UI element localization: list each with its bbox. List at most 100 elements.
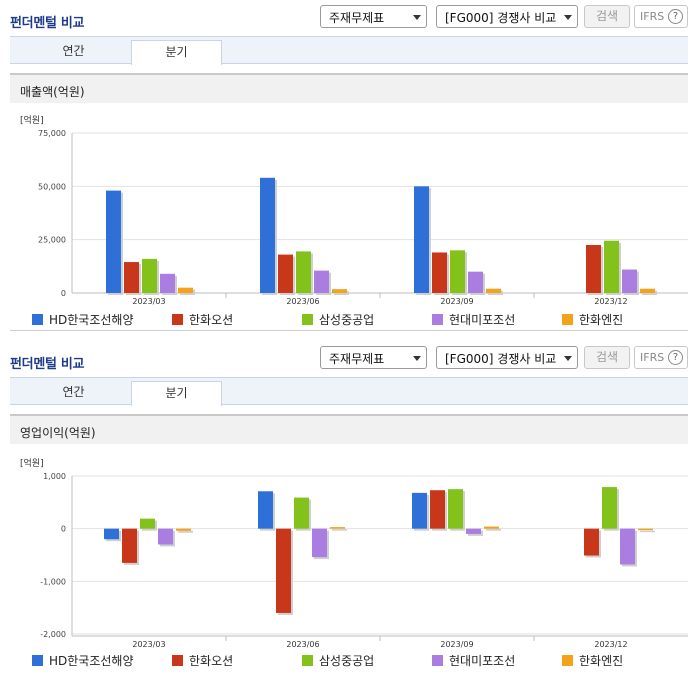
statement-select[interactable]: 주재무제표 (320, 346, 427, 369)
chart-title: 매출액(억원) (10, 73, 688, 103)
tab-annual[interactable]: 연간 (62, 44, 85, 58)
legend-item-hd한국조선해양[interactable]: HD한국조선해양 (32, 652, 134, 669)
bar-현대미포조선-2023-06[interactable] (314, 270, 329, 293)
legend-item-한화오션[interactable]: 한화오션 (172, 652, 233, 669)
chevron-down-icon (413, 15, 421, 20)
bar-hd한국조선해양-2023-06[interactable] (258, 491, 273, 529)
compare-select-value: [FG000] 경쟁사 비교 (445, 352, 557, 366)
y-tick-label: 0 (61, 525, 66, 534)
bar-현대미포조선-2023-12[interactable] (620, 528, 635, 565)
chevron-down-icon (564, 356, 572, 361)
bar-hd한국조선해양-2023-03[interactable] (104, 528, 119, 540)
bar-hd한국조선해양-2023-06[interactable] (260, 177, 275, 293)
bar-hd한국조선해양-2023-09[interactable] (412, 492, 427, 529)
bar-shadow (332, 529, 347, 531)
ifrs-button[interactable]: IFRS ? (634, 346, 688, 369)
bar-한화오션-2023-09[interactable] (430, 490, 445, 529)
bar-한화엔진-2023-09[interactable] (486, 288, 501, 293)
ifrs-button[interactable]: IFRS ? (634, 5, 688, 28)
bar-삼성중공업-2023-06[interactable] (296, 251, 311, 293)
legend-item-한화엔진[interactable]: 한화엔진 (562, 311, 623, 328)
bar-한화오션-2023-03[interactable] (124, 262, 139, 293)
bar-삼성중공업-2023-12[interactable] (604, 240, 619, 293)
fundamental-panel-revenue: 펀더멘털 비교 주재무제표 [FG000] 경쟁사 비교 검색 IFRS ? 연… (0, 0, 696, 335)
chart-title: 영업이익(억원) (10, 414, 688, 444)
legend-item-삼성중공업[interactable]: 삼성중공업 (302, 311, 374, 328)
panel-header: 펀더멘털 비교 주재무제표 [FG000] 경쟁사 비교 검색 IFRS ? (0, 0, 696, 36)
statement-select[interactable]: 주재무제표 (320, 5, 427, 28)
y-tick-label: 25,000 (38, 236, 66, 245)
statement-select-value: 주재무제표 (329, 11, 385, 25)
bar-현대미포조선-2023-06[interactable] (312, 528, 327, 558)
bar-한화오션-2023-06[interactable] (278, 254, 293, 293)
legend-item-삼성중공업[interactable]: 삼성중공업 (302, 652, 374, 669)
bar-hd한국조선해양-2023-09[interactable] (414, 186, 429, 293)
page-title: 펀더멘털 비교 (10, 16, 85, 31)
y-tick-label: -1,000 (40, 577, 66, 586)
bar-한화엔진-2023-12[interactable] (640, 288, 655, 293)
x-tick-label: 2023/06 (286, 297, 319, 306)
x-tick-label: 2023/09 (440, 297, 473, 306)
legend-label: 삼성중공업 (319, 313, 375, 327)
bar-현대미포조선-2023-09[interactable] (468, 271, 483, 293)
tab-quarterly[interactable]: 분기 (131, 40, 222, 65)
bar-현대미포조선-2023-12[interactable] (622, 269, 637, 293)
bar-삼성중공업-2023-03[interactable] (140, 518, 155, 529)
compare-select[interactable]: [FG000] 경쟁사 비교 (436, 346, 578, 369)
bar-현대미포조선-2023-03[interactable] (158, 528, 173, 545)
chevron-down-icon (413, 356, 421, 361)
legend-item-현대미포조선[interactable]: 현대미포조선 (432, 311, 515, 328)
y-tick-label: 50,000 (38, 182, 66, 191)
bar-한화엔진-2023-12[interactable] (638, 528, 653, 531)
bar-한화오션-2023-12[interactable] (584, 528, 599, 556)
y-unit-label: [억원] (20, 457, 44, 469)
bar-현대미포조선-2023-03[interactable] (160, 273, 175, 293)
bar-한화오션-2023-09[interactable] (432, 252, 447, 293)
legend-label: 현대미포조선 (449, 313, 516, 327)
operating-income-chart-box: 영업이익(억원) [억원] -2,000 -1,000 0 1,000 2023/03 20… (10, 414, 688, 674)
bar-한화엔진-2023-06[interactable] (332, 289, 347, 293)
bar-shadow (334, 291, 349, 295)
legend-swatch (562, 655, 573, 666)
compare-select-value: [FG000] 경쟁사 비교 (445, 11, 557, 25)
revenue-chart: [억원] 0 25,000 50,000 75,000 2023/03 2023/06 202… (20, 114, 688, 306)
y-tick-label: 1,000 (43, 472, 66, 481)
legend-label: 한화엔진 (579, 313, 624, 327)
period-tabs: 연간 분기 (10, 36, 688, 65)
bar-현대미포조선-2023-09[interactable] (466, 528, 481, 534)
legend-item-hd한국조선해양[interactable]: HD한국조선해양 (32, 311, 134, 328)
tab-quarterly[interactable]: 분기 (131, 381, 222, 406)
bar-삼성중공업-2023-06[interactable] (294, 497, 309, 529)
search-button[interactable]: 검색 (584, 346, 630, 369)
compare-select[interactable]: [FG000] 경쟁사 비교 (436, 5, 578, 28)
x-tick-label: 2023/03 (132, 640, 165, 649)
bar-한화엔진-2023-06[interactable] (330, 527, 345, 529)
revenue-chart-box: 매출액(억원) [억원] 0 25,000 50,000 75,000 2023/03 20… (10, 73, 688, 331)
search-button[interactable]: 검색 (584, 5, 630, 28)
bar-한화엔진-2023-03[interactable] (176, 528, 191, 531)
legend-item-현대미포조선[interactable]: 현대미포조선 (432, 652, 515, 669)
legend-swatch (432, 314, 443, 325)
bar-한화오션-2023-03[interactable] (122, 528, 137, 563)
bar-삼성중공업-2023-09[interactable] (450, 250, 465, 293)
bar-한화오션-2023-12[interactable] (586, 245, 601, 293)
bar-한화엔진-2023-09[interactable] (484, 526, 499, 529)
help-icon: ? (668, 9, 683, 24)
ifrs-label: IFRS (640, 351, 665, 364)
legend-item-한화엔진[interactable]: 한화엔진 (562, 652, 623, 669)
bar-삼성중공업-2023-09[interactable] (448, 489, 463, 529)
y-tick-label: -2,000 (40, 630, 66, 639)
x-tick-label: 2023/09 (440, 640, 473, 649)
bar-한화오션-2023-06[interactable] (276, 528, 291, 613)
bar-한화엔진-2023-03[interactable] (178, 287, 193, 293)
bar-삼성중공업-2023-03[interactable] (142, 258, 157, 293)
legend-item-한화오션[interactable]: 한화오션 (172, 311, 233, 328)
x-tick-label: 2023/12 (594, 297, 627, 306)
bar-hd한국조선해양-2023-03[interactable] (106, 190, 121, 293)
bar-삼성중공업-2023-12[interactable] (602, 487, 617, 529)
tab-annual[interactable]: 연간 (62, 385, 85, 399)
x-tick-label: 2023/06 (286, 640, 319, 649)
y-tick-label: 75,000 (38, 129, 66, 138)
bar-shadow (486, 528, 501, 531)
legend-label: HD한국조선해양 (49, 313, 134, 327)
